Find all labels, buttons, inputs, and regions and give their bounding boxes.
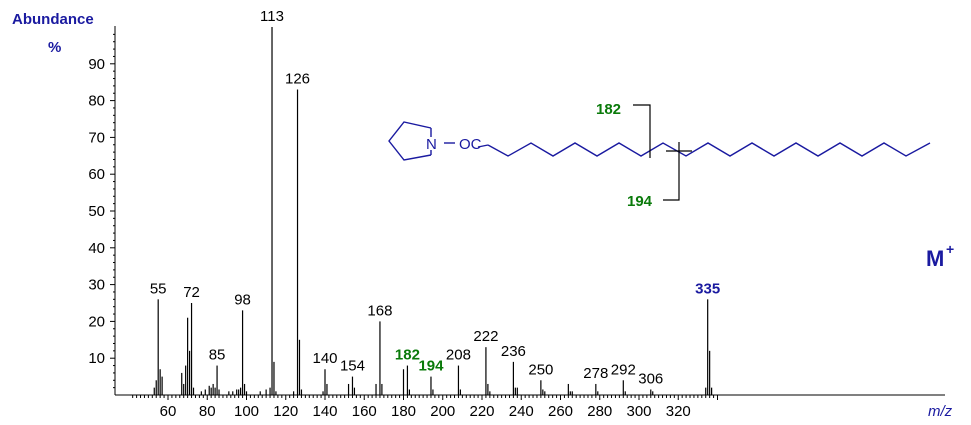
peak-label: 126: [285, 71, 310, 88]
x-axis-title: m/z: [928, 403, 953, 420]
peak-label: 278: [583, 365, 608, 382]
y-tick-label: 70: [88, 129, 105, 146]
x-tick-label: 320: [666, 403, 691, 420]
nitrogen-atom: N: [426, 136, 437, 153]
carbonyl-bond: [477, 144, 489, 148]
molecule-structure: N OC 182 194: [388, 101, 931, 210]
molecular-ion-label: M +: [926, 241, 954, 271]
x-tick-label: 300: [626, 403, 651, 420]
x-tick-label: 220: [469, 403, 494, 420]
fragment-194-marker: [663, 142, 680, 201]
peak-label: 250: [528, 361, 553, 378]
x-tick-label: 260: [548, 403, 573, 420]
x-tick-label: 140: [312, 403, 337, 420]
x-tick-label: 120: [273, 403, 298, 420]
y-tick-label: 30: [88, 277, 105, 294]
x-tick-label: 280: [587, 403, 612, 420]
y-tick-label: 90: [88, 56, 105, 73]
y-axis-title: Abundance: [12, 11, 94, 28]
y-axis-unit: %: [48, 39, 61, 56]
peak-label: 85: [209, 347, 226, 364]
peaks: [153, 27, 713, 395]
fragment-182-marker: [633, 104, 651, 158]
fragment-182-label: 182: [596, 101, 621, 118]
y-tick-label: 10: [88, 350, 105, 367]
y-tick-label: 40: [88, 240, 105, 257]
peak-label: 208: [446, 347, 471, 364]
peak-label: 236: [501, 343, 526, 360]
y-tick-label: 20: [88, 313, 105, 330]
y-tick-label: 80: [88, 93, 105, 110]
peak-label: 55: [150, 280, 167, 297]
pyrrolidine-ring: [388, 121, 432, 161]
x-tick-label: 80: [199, 403, 216, 420]
x-tick-label: 60: [160, 403, 177, 420]
oc-group: OC: [459, 136, 482, 153]
x-tick-label: 240: [509, 403, 534, 420]
peak-label: 194: [418, 358, 444, 375]
x-ticks: 60 80 100 120 140 160 180 200 220 240 260 280 300 320: [132, 395, 718, 420]
x-tick-label: 100: [234, 403, 259, 420]
peak-label: 292: [611, 361, 636, 378]
peak-label: 335: [695, 280, 720, 297]
y-ticks: 10 20 30 40 50 60 70 80 90: [88, 33, 115, 389]
peak-label: 222: [473, 328, 498, 345]
x-tick-label: 180: [391, 403, 416, 420]
peak-label: 306: [638, 370, 663, 387]
peak-label: 140: [312, 350, 337, 367]
x-tick-label: 200: [430, 403, 455, 420]
alkyl-chain: [487, 142, 931, 157]
molecular-ion-m: M: [926, 246, 944, 271]
peak-label: 168: [367, 302, 392, 319]
y-tick-label: 60: [88, 166, 105, 183]
molecular-ion-plus: +: [946, 241, 954, 257]
peak-label: 154: [340, 358, 365, 375]
y-tick-label: 50: [88, 203, 105, 220]
peak-label: 113: [260, 8, 284, 25]
peak-label: 72: [183, 284, 200, 301]
fragment-194-label: 194: [627, 193, 653, 210]
x-tick-label: 160: [352, 403, 377, 420]
peak-label: 182: [395, 347, 420, 364]
peak-label: 98: [234, 291, 251, 308]
